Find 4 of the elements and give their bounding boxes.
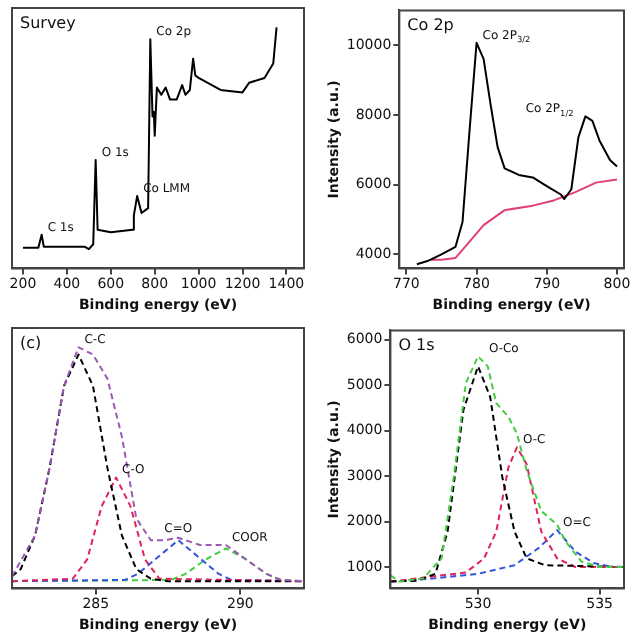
annotation: O 1s [398,336,435,355]
annotation: Co 2p [407,16,454,35]
annotation: Survey [20,14,77,32]
annotation: (c) [20,334,42,352]
